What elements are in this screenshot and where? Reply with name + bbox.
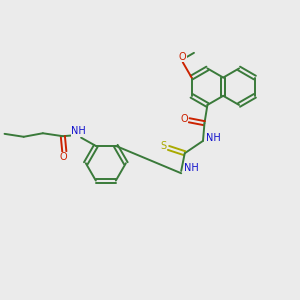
- Text: O: O: [179, 52, 187, 62]
- Text: NH: NH: [184, 163, 199, 173]
- Text: NH: NH: [71, 126, 86, 136]
- Text: S: S: [160, 142, 166, 152]
- Text: NH: NH: [206, 133, 221, 143]
- Text: O: O: [59, 152, 67, 162]
- Text: O: O: [180, 114, 188, 124]
